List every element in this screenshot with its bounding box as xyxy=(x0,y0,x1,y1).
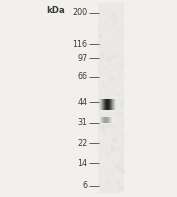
Text: 66: 66 xyxy=(78,72,88,81)
Bar xyxy=(98,3,124,193)
Text: 97: 97 xyxy=(77,54,88,63)
Text: 116: 116 xyxy=(73,40,88,49)
Text: 44: 44 xyxy=(78,98,88,107)
Text: 6: 6 xyxy=(83,181,88,190)
Text: 22: 22 xyxy=(77,139,88,148)
Text: kDa: kDa xyxy=(47,6,65,15)
Text: 31: 31 xyxy=(78,118,88,127)
Text: 200: 200 xyxy=(73,8,88,17)
Text: 14: 14 xyxy=(78,159,88,168)
